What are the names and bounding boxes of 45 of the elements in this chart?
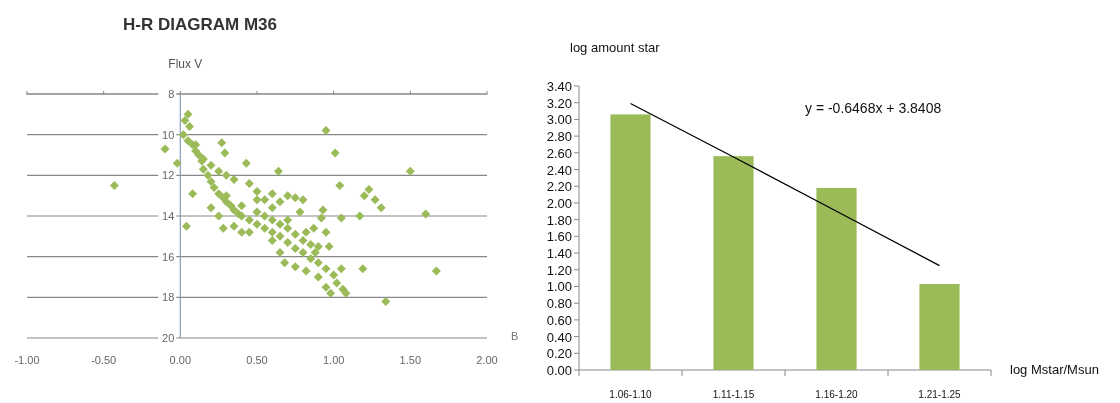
y-tick-label: 1.00 [546,279,572,295]
x-tick-label: 1.00 [322,354,345,366]
x-tick-label: 1.21-1.25 [918,389,962,400]
bar [816,187,857,370]
x-tick-label: 1.11-1.15 [712,389,755,400]
bar [919,283,960,370]
y-tick-label: 2.60 [546,145,572,161]
y-tick-label: 3.40 [546,79,572,94]
y-axis-title: log amount star [570,40,661,55]
y-tick-label: 8 [168,88,175,100]
y-tick-label: 14 [162,210,175,222]
y-tick-label: 20 [162,332,175,344]
y-tick-label: 12 [162,169,175,182]
x-tick-label: 1.16-1.20 [815,389,859,400]
y-tick-label: 2.00 [546,195,572,211]
y-tick-label: 0.60 [546,312,572,328]
y-tick-label: 0.80 [546,296,572,312]
x-tick-label: 1.50 [399,354,422,366]
y-tick-label: 2.20 [546,179,572,195]
y-tick-label: 2.80 [546,129,572,145]
y-tick-label: 3.00 [546,112,572,128]
chart-title: H-R DIAGRAM M36 [123,15,277,34]
x-tick-label: 2.00 [476,354,498,366]
y-tick-label: 0.20 [546,346,572,362]
y-tick-label: 3.20 [546,95,572,111]
x-axis-title: log Mstar/Msun [1010,362,1099,377]
y-tick-label: 1.20 [546,262,572,278]
y-axis-title: Flux V [168,57,203,71]
y-tick-label: 0.40 [546,329,572,345]
x-axis-title: B [511,330,519,342]
line-series [629,102,941,267]
x-tick-label: 1.06-1.10 [609,389,653,400]
x-tick-label: 0.50 [246,354,268,366]
annotation: y = -0.6468x + 3.8408 [805,100,942,116]
bar [610,114,651,370]
y-tick-label: 1.40 [546,246,572,262]
y-tick-label: 18 [162,291,175,304]
y-tick-label: 1.80 [546,212,572,228]
y-tick-label: 16 [162,250,175,263]
bar [713,156,754,370]
y-tick-label: 10 [162,128,175,141]
y-tick-label: 1.60 [546,229,572,245]
x-tick-label: -1.00 [14,354,40,366]
x-tick-label: -0.50 [91,354,117,366]
y-tick-label: 2.40 [546,162,572,178]
